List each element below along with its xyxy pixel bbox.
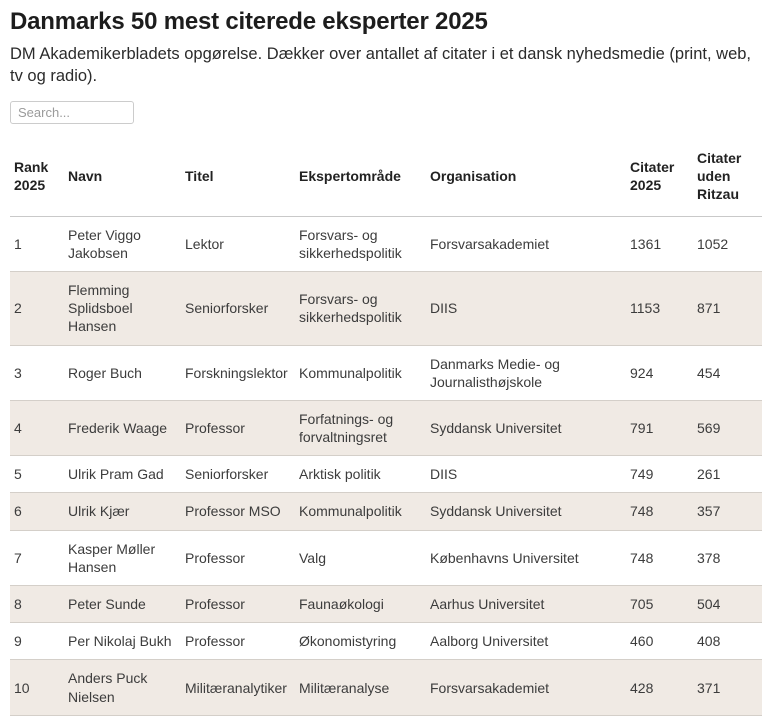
cell-citater-2025: 791 (626, 400, 693, 457)
cell-rank-2025: 8 (10, 585, 64, 624)
cell-citater-uden-ritzau: 261 (693, 455, 762, 494)
cell-citater-2025: 749 (626, 455, 693, 494)
cell-rank-2025: 7 (10, 530, 64, 587)
table-body: 1 Peter Viggo Jakobsen Lektor Forsvars- og … (10, 216, 762, 716)
table-row: 6 Ulrik Kjær Professor MSO Kommunalpolitik S… (10, 492, 762, 531)
cell-organisation: Forsvarsakademiet (426, 659, 626, 716)
cell-rank-2025: 2 (10, 271, 64, 346)
cell-navn: Anders Puck Nielsen (64, 659, 181, 716)
table-header-row: Rank 2025 Navn Titel Ekspertområde Organisat… (10, 137, 762, 217)
cell-organisation: Syddansk Universitet (426, 400, 626, 457)
cell-organisation: Syddansk Universitet (426, 492, 626, 531)
table-row: 8 Peter Sunde Professor Faunaøkologi Aarhus … (10, 585, 762, 624)
cell-citater-uden-ritzau: 357 (693, 492, 762, 531)
cell-citater-2025: 1153 (626, 271, 693, 346)
cell-organisation: DIIS (426, 271, 626, 346)
cell-citater-uden-ritzau: 871 (693, 271, 762, 346)
column-header-navn[interactable]: Navn (64, 137, 181, 217)
cell-citater-uden-ritzau: 371 (693, 659, 762, 716)
table-row: 1 Peter Viggo Jakobsen Lektor Forsvars- og … (10, 216, 762, 272)
page-title: Danmarks 50 mest citerede eksperter 2025 (10, 8, 488, 35)
cell-titel: Militæranalytiker (181, 659, 295, 716)
cell-ekspertomraade: Forfatnings- og forvaltningsret (295, 400, 426, 457)
table-row: 5 Ulrik Pram Gad Seniorforsker Arktisk poli… (10, 455, 762, 494)
cell-ekspertomraade: Forsvars- og sikkerhedspolitik (295, 216, 426, 272)
cell-citater-uden-ritzau: 454 (693, 345, 762, 401)
cell-titel: Professor (181, 585, 295, 624)
cell-titel: Professor (181, 530, 295, 587)
cell-citater-uden-ritzau: 1052 (693, 216, 762, 272)
cell-rank-2025: 9 (10, 622, 64, 661)
page-subtitle: DM Akademikerbladets opgørelse. Dækker o… (10, 45, 752, 85)
column-header-ekspertomraade[interactable]: Ekspertområde (295, 137, 426, 217)
cell-citater-2025: 748 (626, 492, 693, 531)
cell-rank-2025: 6 (10, 492, 64, 531)
cell-organisation: Københavns Universitet (426, 530, 626, 587)
cell-ekspertomraade: Økonomistyring (295, 622, 426, 661)
cell-citater-2025: 748 (626, 530, 693, 587)
cell-citater-2025: 460 (626, 622, 693, 661)
cell-ekspertomraade: Valg (295, 530, 426, 587)
cell-navn: Kasper Møller Hansen (64, 530, 181, 587)
cell-ekspertomraade: Kommunalpolitik (295, 345, 426, 401)
cell-navn: Ulrik Pram Gad (64, 455, 181, 494)
cell-titel: Professor (181, 400, 295, 457)
cell-citater-2025: 428 (626, 659, 693, 716)
cell-organisation: Forsvarsakademiet (426, 216, 626, 272)
cell-navn: Ulrik Kjær (64, 492, 181, 531)
cell-navn: Peter Sunde (64, 585, 181, 624)
cell-ekspertomraade: Faunaøkologi (295, 585, 426, 624)
cell-organisation: DIIS (426, 455, 626, 494)
cell-citater-2025: 924 (626, 345, 693, 401)
column-header-rank-2025[interactable]: Rank 2025 (10, 137, 64, 217)
cell-titel: Professor (181, 622, 295, 661)
search-container (10, 100, 762, 124)
cell-rank-2025: 5 (10, 455, 64, 494)
cell-navn: Roger Buch (64, 345, 181, 401)
cell-navn: Per Nikolaj Bukh (64, 622, 181, 661)
cell-citater-uden-ritzau: 569 (693, 400, 762, 457)
cell-titel: Professor MSO (181, 492, 295, 531)
cell-citater-2025: 705 (626, 585, 693, 624)
cell-citater-uden-ritzau: 408 (693, 622, 762, 661)
cell-rank-2025: 3 (10, 345, 64, 401)
cell-rank-2025: 1 (10, 216, 64, 272)
cell-navn: Peter Viggo Jakobsen (64, 216, 181, 272)
cell-citater-uden-ritzau: 504 (693, 585, 762, 624)
cell-organisation: Aalborg Universitet (426, 622, 626, 661)
cell-citater-uden-ritzau: 378 (693, 530, 762, 587)
table-row: 7 Kasper Møller Hansen Professor Valg Københ… (10, 530, 762, 587)
cell-ekspertomraade: Kommunalpolitik (295, 492, 426, 531)
cell-ekspertomraade: Arktisk politik (295, 455, 426, 494)
cell-titel: Lektor (181, 216, 295, 272)
cell-rank-2025: 4 (10, 400, 64, 457)
cell-citater-2025: 1361 (626, 216, 693, 272)
cell-ekspertomraade: Militæranalyse (295, 659, 426, 716)
table-row: 2 Flemming Splidsboel Hansen Seniorforsker… (10, 271, 762, 346)
table-row: 3 Roger Buch Forskningslektor Kommunalpolit… (10, 345, 762, 401)
cell-titel: Seniorforsker (181, 455, 295, 494)
column-header-organisation[interactable]: Organisation (426, 137, 626, 217)
table-row: 9 Per Nikolaj Bukh Professor Økonomistyring… (10, 622, 762, 661)
cell-organisation: Danmarks Medie- og Journalisthøjskole (426, 345, 626, 401)
cell-ekspertomraade: Forsvars- og sikkerhedspolitik (295, 271, 426, 346)
search-input[interactable] (10, 100, 134, 124)
experts-table: Rank 2025 Navn Titel Ekspertområde Organisat… (10, 137, 762, 716)
cell-navn: Frederik Waage (64, 400, 181, 457)
cell-titel: Seniorforsker (181, 271, 295, 346)
cell-titel: Forskningslektor (181, 345, 295, 401)
cell-navn: Flemming Splidsboel Hansen (64, 271, 181, 346)
column-header-titel[interactable]: Titel (181, 137, 295, 217)
column-header-citater-uden-ritzau[interactable]: Citater uden Ritzau (693, 137, 762, 217)
column-header-citater-2025[interactable]: Citater 2025 (626, 137, 693, 217)
cell-rank-2025: 10 (10, 659, 64, 716)
table-row: 4 Frederik Waage Professor Forfatnings- og … (10, 400, 762, 457)
table-row: 10 Anders Puck Nielsen Militæranalytiker Mi… (10, 659, 762, 716)
cell-organisation: Aarhus Universitet (426, 585, 626, 624)
